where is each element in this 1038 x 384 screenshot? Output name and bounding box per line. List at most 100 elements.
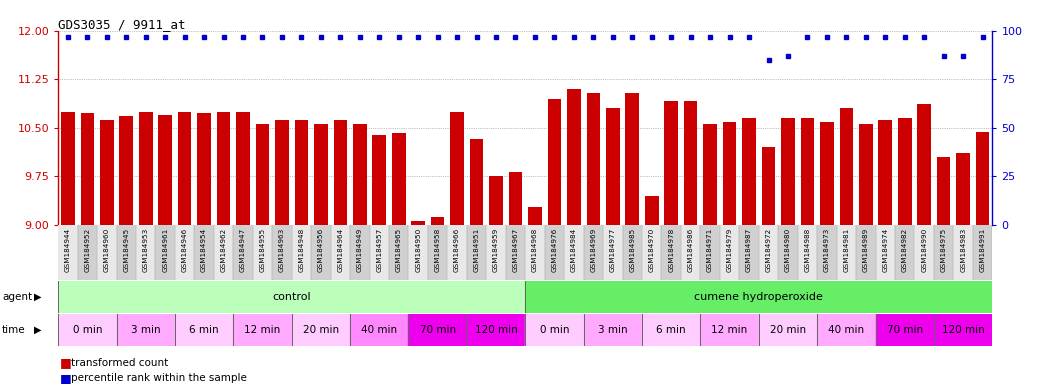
Bar [234,314,292,346]
Text: GSM184957: GSM184957 [376,227,382,271]
Bar [875,314,934,346]
Bar [350,314,408,346]
Bar [295,120,308,225]
Bar [470,139,484,225]
Text: time: time [2,325,26,335]
Text: GSM184973: GSM184973 [824,227,830,271]
Bar [78,225,98,280]
Text: GSM184963: GSM184963 [279,227,285,271]
Text: GSM184988: GSM184988 [804,227,811,271]
Text: GSM184946: GSM184946 [182,227,188,271]
Text: 70 min: 70 min [886,325,923,335]
Text: GSM184983: GSM184983 [960,227,966,271]
Text: GSM184980: GSM184980 [785,227,791,271]
Bar [626,93,639,225]
Text: GSM184984: GSM184984 [571,227,577,271]
Text: GSM184961: GSM184961 [162,227,168,271]
Bar [797,225,817,280]
Bar [759,225,778,280]
Bar [428,225,447,280]
Bar [704,124,717,225]
Bar [177,111,191,225]
Bar [234,225,253,280]
Text: ▶: ▶ [34,325,42,335]
Bar [837,225,856,280]
Bar [506,225,525,280]
Bar [408,225,428,280]
Text: GSM184959: GSM184959 [493,227,499,271]
Bar [878,120,892,225]
Bar [548,99,562,225]
Bar [389,225,408,280]
Text: GSM184991: GSM184991 [980,227,986,271]
Bar [333,120,347,225]
Text: GSM184968: GSM184968 [531,227,538,271]
Text: GSM184953: GSM184953 [142,227,148,271]
Bar [817,225,837,280]
Text: GDS3035 / 9911_at: GDS3035 / 9911_at [58,18,186,31]
Bar [467,314,525,346]
Bar [136,225,156,280]
Bar [565,225,583,280]
Bar [934,314,992,346]
Bar [840,108,853,225]
Bar [58,281,525,313]
Bar [411,222,425,225]
Text: GSM184952: GSM184952 [84,227,90,271]
Bar [217,111,230,225]
Text: 20 min: 20 min [303,325,339,335]
Text: GSM184974: GSM184974 [882,227,889,271]
Bar [645,195,658,225]
Bar [116,225,136,280]
Bar [292,225,311,280]
Bar [119,116,133,225]
Text: GSM184955: GSM184955 [260,227,266,271]
Text: GSM184979: GSM184979 [727,227,733,271]
Text: GSM184989: GSM184989 [863,227,869,271]
Bar [820,122,834,225]
Bar [159,115,172,225]
Bar [817,314,876,346]
Text: GSM184951: GSM184951 [473,227,480,271]
Bar [292,314,350,346]
Text: GSM184965: GSM184965 [395,227,402,271]
Text: 0 min: 0 min [540,325,569,335]
Text: cumene hydroperoxide: cumene hydroperoxide [694,292,823,302]
Bar [330,225,350,280]
Bar [856,225,875,280]
Text: GSM184945: GSM184945 [124,227,130,271]
Bar [722,122,736,225]
Bar [742,118,756,225]
Bar [447,225,467,280]
Text: GSM184987: GSM184987 [746,227,753,271]
Text: GSM184948: GSM184948 [298,227,304,271]
Bar [525,314,583,346]
Bar [719,225,739,280]
Bar [937,157,951,225]
Text: 3 min: 3 min [131,325,161,335]
Bar [583,225,603,280]
Text: 12 min: 12 min [711,325,747,335]
Text: percentile rank within the sample: percentile rank within the sample [71,373,246,383]
Bar [353,124,366,225]
Bar [528,207,542,225]
Text: GSM184971: GSM184971 [707,227,713,271]
Text: GSM184990: GSM184990 [921,227,927,271]
Bar [914,225,934,280]
Text: GSM184954: GSM184954 [201,227,208,271]
Bar [255,124,269,225]
Bar [81,113,94,225]
Bar [895,225,914,280]
Bar [525,225,545,280]
Text: GSM184970: GSM184970 [649,227,655,271]
Bar [116,314,174,346]
Bar [800,118,814,225]
Bar [373,136,386,225]
Bar [956,153,969,225]
Bar [174,225,194,280]
Text: 120 min: 120 min [474,325,517,335]
Text: GSM184944: GSM184944 [64,227,71,271]
Bar [58,314,116,346]
Text: GSM184956: GSM184956 [318,227,324,271]
Bar [194,225,214,280]
